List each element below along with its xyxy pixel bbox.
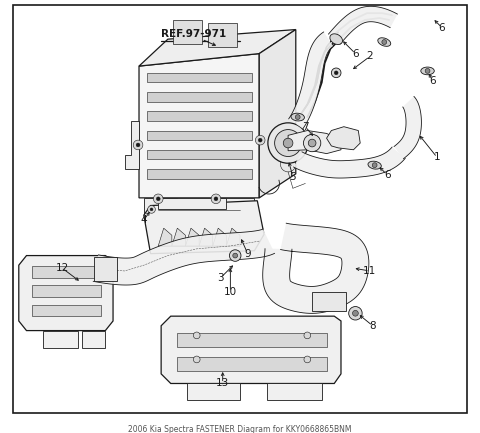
Ellipse shape	[211, 194, 221, 204]
Polygon shape	[199, 228, 213, 246]
Text: 12: 12	[56, 263, 69, 273]
Ellipse shape	[193, 356, 200, 363]
Text: 2006 Kia Spectra FASTENER Diagram for KKY0668865BNM: 2006 Kia Spectra FASTENER Diagram for KK…	[128, 425, 352, 433]
Text: REF.97-971: REF.97-971	[161, 29, 227, 39]
Polygon shape	[19, 255, 113, 330]
Ellipse shape	[352, 310, 358, 316]
Polygon shape	[139, 54, 259, 198]
Ellipse shape	[334, 71, 338, 75]
Ellipse shape	[378, 38, 391, 46]
Polygon shape	[267, 384, 322, 400]
Polygon shape	[227, 228, 240, 246]
Text: 13: 13	[216, 378, 229, 388]
Polygon shape	[221, 198, 254, 217]
Ellipse shape	[291, 113, 304, 121]
Polygon shape	[178, 333, 326, 347]
Polygon shape	[144, 201, 264, 254]
Ellipse shape	[372, 163, 377, 168]
Polygon shape	[125, 121, 139, 169]
Polygon shape	[178, 356, 326, 371]
Polygon shape	[173, 20, 202, 44]
Polygon shape	[32, 285, 100, 297]
Ellipse shape	[348, 307, 362, 320]
Ellipse shape	[382, 40, 387, 45]
Polygon shape	[93, 229, 275, 285]
Text: 4: 4	[141, 215, 147, 225]
Ellipse shape	[304, 332, 311, 339]
Polygon shape	[147, 92, 252, 102]
Polygon shape	[208, 23, 237, 47]
Polygon shape	[288, 32, 333, 129]
Ellipse shape	[331, 68, 341, 78]
Polygon shape	[187, 384, 240, 400]
Polygon shape	[328, 6, 397, 44]
Text: 6: 6	[439, 23, 445, 32]
Polygon shape	[158, 228, 172, 246]
Polygon shape	[94, 258, 117, 281]
Ellipse shape	[303, 134, 321, 152]
Polygon shape	[147, 130, 252, 140]
Polygon shape	[326, 127, 360, 150]
Ellipse shape	[255, 136, 265, 145]
Text: 8: 8	[370, 321, 376, 331]
Ellipse shape	[330, 34, 343, 45]
Polygon shape	[43, 330, 78, 348]
Ellipse shape	[154, 194, 163, 204]
Ellipse shape	[368, 161, 381, 169]
Ellipse shape	[229, 250, 241, 262]
Polygon shape	[185, 228, 199, 246]
Ellipse shape	[150, 208, 153, 211]
Ellipse shape	[258, 138, 262, 142]
Text: 7: 7	[302, 122, 309, 132]
Polygon shape	[147, 169, 252, 179]
Polygon shape	[263, 223, 369, 313]
Polygon shape	[147, 150, 252, 159]
Polygon shape	[82, 330, 105, 348]
Ellipse shape	[295, 115, 300, 120]
Polygon shape	[158, 198, 226, 210]
Text: 6: 6	[384, 170, 390, 180]
Polygon shape	[139, 29, 296, 66]
Polygon shape	[32, 305, 100, 316]
Polygon shape	[213, 228, 227, 246]
Polygon shape	[32, 266, 100, 278]
Text: 6: 6	[352, 48, 359, 58]
Ellipse shape	[133, 140, 143, 150]
Ellipse shape	[421, 67, 434, 75]
Text: 1: 1	[434, 152, 441, 162]
Text: 10: 10	[224, 287, 237, 297]
Polygon shape	[394, 97, 421, 159]
Text: 5: 5	[289, 172, 296, 182]
Text: 11: 11	[363, 266, 376, 276]
Text: 6: 6	[429, 75, 436, 86]
Polygon shape	[312, 292, 346, 311]
Ellipse shape	[156, 197, 160, 201]
Polygon shape	[259, 29, 296, 198]
Text: 3: 3	[217, 273, 224, 283]
Ellipse shape	[425, 68, 430, 73]
Polygon shape	[288, 130, 341, 154]
Ellipse shape	[308, 139, 316, 147]
Ellipse shape	[275, 129, 301, 156]
Polygon shape	[147, 111, 252, 121]
Text: 2: 2	[367, 52, 373, 61]
Polygon shape	[172, 228, 185, 246]
Ellipse shape	[268, 123, 308, 163]
Text: 9: 9	[244, 249, 251, 259]
Ellipse shape	[214, 197, 218, 201]
Ellipse shape	[304, 356, 311, 363]
Ellipse shape	[136, 143, 140, 147]
Polygon shape	[293, 147, 405, 178]
Ellipse shape	[283, 138, 293, 148]
Ellipse shape	[233, 253, 238, 258]
Polygon shape	[144, 198, 178, 217]
Ellipse shape	[193, 332, 200, 339]
Polygon shape	[161, 316, 341, 384]
Polygon shape	[147, 73, 252, 82]
Ellipse shape	[148, 206, 156, 213]
